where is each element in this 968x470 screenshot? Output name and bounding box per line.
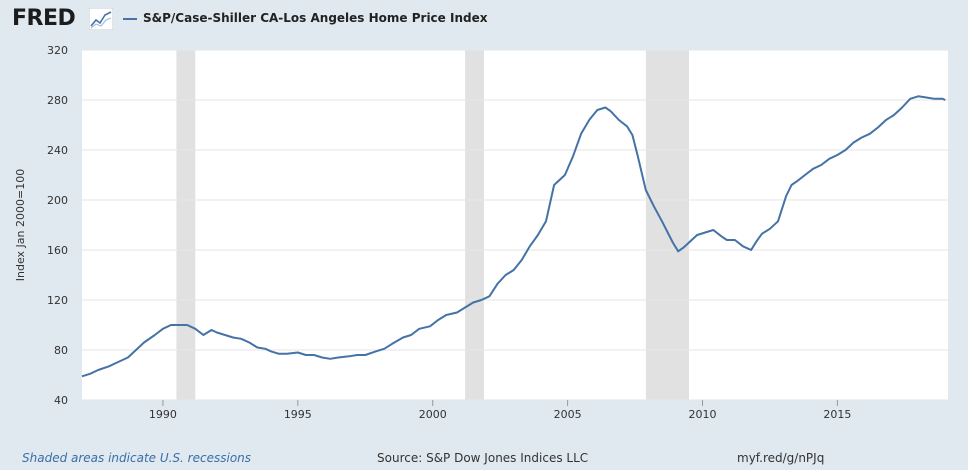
- fred-logo[interactable]: FRED: [12, 6, 76, 31]
- source-text: Source: S&P Dow Jones Indices LLC: [377, 451, 589, 465]
- y-axis-ticks: 40 80 120 160 200 240 280 320: [47, 44, 68, 407]
- y-tick-label: 40: [54, 394, 68, 407]
- y-tick-label: 280: [47, 94, 68, 107]
- recession-band-2: [645, 50, 690, 400]
- y-tick-label: 200: [47, 194, 68, 207]
- y-tick-label: 160: [47, 244, 68, 257]
- series-layer: [81, 95, 946, 378]
- y-tick-label: 120: [47, 294, 68, 307]
- x-tick-label: 1990: [149, 408, 177, 421]
- y-tick-label: 240: [47, 144, 68, 157]
- x-tick-label: 2015: [823, 408, 851, 421]
- series-line-0: [81, 95, 946, 378]
- short-url-link[interactable]: myf.red/g/nPJq: [737, 451, 825, 465]
- y-axis-label: Index Jan 2000=100: [14, 169, 27, 281]
- gridlines: [82, 49, 948, 401]
- recession-bands: [176, 50, 690, 400]
- chart-header: FRED S&P/Case-Shiller CA-Los Angeles Hom…: [0, 0, 968, 40]
- y-tick-label: 320: [47, 44, 68, 57]
- legend-series-label: S&P/Case-Shiller CA-Los Angeles Home Pri…: [143, 11, 488, 25]
- recession-band-1: [465, 50, 484, 400]
- legend-line-swatch: [123, 17, 137, 20]
- y-tick-label: 80: [54, 344, 68, 357]
- x-tick-label: 2010: [688, 408, 716, 421]
- plot-area: [82, 50, 948, 400]
- x-tick-label: 2000: [419, 408, 447, 421]
- fred-logo-graph-icon: [89, 8, 113, 30]
- recession-note: Shaded areas indicate U.S. recessions: [22, 451, 252, 465]
- legend: S&P/Case-Shiller CA-Los Angeles Home Pri…: [123, 11, 487, 25]
- x-tick-label: 1995: [284, 408, 312, 421]
- recession-band-0: [176, 50, 196, 400]
- chart-footer: Shaded areas indicate U.S. recessions So…: [0, 450, 968, 468]
- x-tick-label: 2005: [554, 408, 582, 421]
- x-axis-ticks: 1990 1995 2000 2005 2010 2015: [149, 400, 851, 421]
- line-chart: 40 80 120 160 200 240 280 320 1990 1995 2000 2005 2…: [14, 44, 948, 421]
